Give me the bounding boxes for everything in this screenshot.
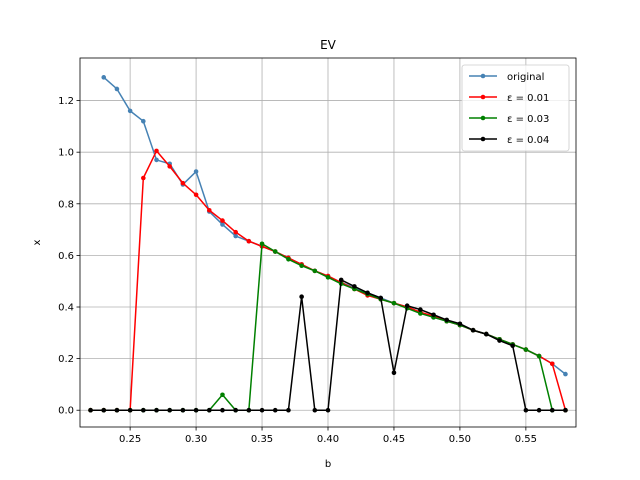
series-point-0 bbox=[127, 108, 133, 114]
series-point-3 bbox=[206, 407, 212, 413]
y-tick-label: 0.0 bbox=[58, 406, 74, 417]
series-point-3 bbox=[418, 307, 423, 312]
series-point-3 bbox=[431, 312, 436, 318]
y-tick-label: 0.2 bbox=[58, 354, 74, 365]
y-axis-label: x bbox=[32, 239, 43, 245]
y-tick-label: 0.6 bbox=[58, 251, 74, 262]
series-point-3 bbox=[246, 407, 252, 413]
x-tick-label: 0.55 bbox=[515, 434, 537, 445]
series-point-2 bbox=[523, 347, 529, 352]
legend: original ε = 0.01 ε = 0.03 ε = 0.04 bbox=[461, 64, 570, 152]
y-tick-label: 1.2 bbox=[58, 96, 74, 107]
series-point-1 bbox=[233, 229, 238, 235]
legend-box bbox=[461, 64, 570, 152]
series-point-3 bbox=[404, 303, 410, 309]
plot-lines bbox=[88, 75, 568, 413]
legend-label-1: ε = 0.01 bbox=[507, 93, 549, 104]
series-point-3 bbox=[365, 290, 370, 296]
series-point-0 bbox=[114, 86, 120, 92]
x-tick-label: 0.35 bbox=[251, 434, 273, 445]
series-point-0 bbox=[141, 118, 146, 124]
series-point-2 bbox=[286, 256, 291, 262]
y-tick-label: 0.4 bbox=[58, 303, 74, 314]
series-point-3 bbox=[563, 407, 568, 413]
series-point-1 bbox=[220, 218, 225, 223]
series-point-3 bbox=[549, 407, 555, 413]
series-point-3 bbox=[352, 284, 357, 289]
series-point-3 bbox=[272, 407, 278, 413]
series-point-2 bbox=[536, 353, 542, 359]
series-point-2 bbox=[259, 241, 265, 247]
x-axis-label: b bbox=[325, 459, 331, 470]
series-point-3 bbox=[497, 338, 502, 343]
x-tick-label: 0.25 bbox=[119, 434, 141, 445]
series-point-3 bbox=[101, 407, 107, 413]
series-point-0 bbox=[154, 157, 159, 163]
series-point-0 bbox=[563, 371, 568, 377]
x-tick-label: 0.45 bbox=[383, 434, 405, 445]
series-point-3 bbox=[220, 407, 225, 413]
series-point-1 bbox=[154, 148, 159, 154]
legend-marker-3 bbox=[480, 136, 486, 142]
x-tick-label: 0.40 bbox=[317, 434, 339, 445]
legend-marker-1 bbox=[480, 94, 486, 100]
series-point-3 bbox=[154, 407, 159, 413]
series-point-0 bbox=[193, 169, 199, 174]
series-point-0 bbox=[101, 75, 107, 80]
series-point-1 bbox=[246, 238, 252, 244]
series-point-3 bbox=[510, 343, 515, 349]
series-point-2 bbox=[299, 263, 304, 269]
series-point-2 bbox=[312, 268, 318, 274]
axis-ticks: 0.25 0.30 0.35 0.40 0.45 0.50 0.55 0.0 0.2 0.4 0.6… bbox=[58, 96, 537, 445]
series-point-2 bbox=[391, 300, 397, 306]
series-point-3 bbox=[88, 407, 93, 413]
series-point-3 bbox=[286, 407, 291, 413]
y-tick-label: 1.0 bbox=[58, 148, 74, 159]
series-point-3 bbox=[180, 407, 186, 413]
legend-marker-2 bbox=[480, 115, 486, 121]
series-point-3 bbox=[523, 407, 529, 413]
series-point-1 bbox=[167, 164, 172, 169]
series-point-3 bbox=[325, 407, 331, 413]
series-point-3 bbox=[444, 317, 450, 323]
series-point-3 bbox=[193, 407, 199, 413]
legend-label-3: ε = 0.04 bbox=[507, 135, 549, 146]
series-point-1 bbox=[206, 207, 212, 213]
series-point-3 bbox=[167, 407, 172, 413]
series-point-3 bbox=[470, 327, 476, 333]
series-point-2 bbox=[220, 392, 225, 398]
series-point-3 bbox=[299, 294, 304, 299]
y-tick-label: 0.8 bbox=[58, 199, 74, 210]
series-point-3 bbox=[312, 407, 318, 413]
legend-marker-0 bbox=[480, 73, 486, 79]
series-point-3 bbox=[141, 407, 146, 413]
series-point-1 bbox=[549, 361, 555, 367]
series-point-3 bbox=[127, 407, 133, 413]
series-point-1 bbox=[180, 180, 186, 186]
series-point-3 bbox=[484, 331, 489, 337]
series-point-2 bbox=[418, 311, 423, 316]
series-point-1 bbox=[193, 192, 199, 198]
series-point-2 bbox=[325, 275, 331, 280]
legend-label-0: original bbox=[507, 72, 544, 83]
series-point-0 bbox=[220, 222, 225, 227]
chart-title: EV bbox=[320, 38, 337, 52]
x-tick-label: 0.30 bbox=[185, 434, 207, 445]
series-point-3 bbox=[233, 407, 238, 413]
series-point-2 bbox=[272, 249, 278, 254]
series-point-3 bbox=[259, 407, 265, 413]
series-point-1 bbox=[141, 175, 146, 181]
legend-label-2: ε = 0.03 bbox=[507, 114, 549, 125]
series-point-0 bbox=[233, 233, 238, 239]
series-point-3 bbox=[391, 370, 397, 376]
series-point-3 bbox=[378, 295, 384, 301]
series-point-3 bbox=[536, 407, 542, 413]
x-tick-label: 0.50 bbox=[449, 434, 471, 445]
series-point-3 bbox=[114, 407, 120, 413]
series-point-3 bbox=[457, 321, 463, 327]
series-point-3 bbox=[338, 277, 344, 283]
